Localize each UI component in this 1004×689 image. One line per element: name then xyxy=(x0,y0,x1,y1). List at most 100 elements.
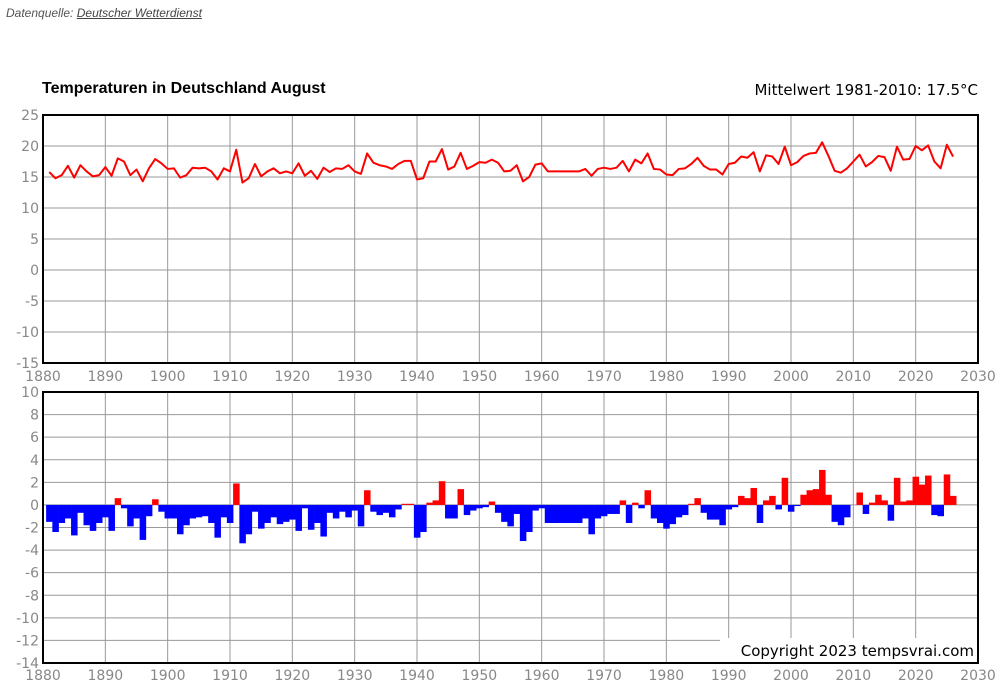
x-tick-label: 1930 xyxy=(337,369,373,385)
plot-frame xyxy=(42,391,979,664)
anomaly-bar xyxy=(893,477,901,505)
anomaly-bar xyxy=(183,504,190,526)
anomaly-bar xyxy=(370,504,377,512)
anomaly-bar xyxy=(675,504,683,518)
y-tick-label: -15 xyxy=(16,356,39,372)
anomaly-bar xyxy=(544,504,552,523)
anomaly-bar xyxy=(582,504,589,519)
anomaly-bar xyxy=(64,504,72,519)
anomaly-bar xyxy=(189,504,197,519)
x-tick-label: 1920 xyxy=(275,668,311,684)
anomaly-bar xyxy=(289,504,296,520)
anomaly-bar xyxy=(787,504,795,512)
x-tick-label: 1950 xyxy=(462,369,498,385)
anomaly-bar xyxy=(694,498,701,505)
y-tick-label: -2 xyxy=(25,521,39,537)
anomaly-bar xyxy=(457,489,465,505)
anomaly-bar xyxy=(395,504,402,510)
anomaly-bar xyxy=(339,504,346,512)
anomaly-bar xyxy=(825,494,832,505)
anomaly-bar xyxy=(526,504,533,533)
anomaly-bar xyxy=(108,504,115,531)
x-tick-label: 1930 xyxy=(337,668,373,684)
anomaly-bar xyxy=(295,504,302,531)
anomaly-bar xyxy=(407,503,415,505)
anomaly-bar xyxy=(663,504,670,529)
y-tick-label: -6 xyxy=(25,566,39,582)
anomaly-bar xyxy=(332,504,340,519)
temperature-line xyxy=(48,141,954,184)
anomaly-bar xyxy=(656,504,664,523)
x-tick-label: 2020 xyxy=(898,369,934,385)
y-tick-label: -10 xyxy=(16,325,39,341)
x-tick-label: 1880 xyxy=(25,369,61,385)
anomaly-bar xyxy=(906,500,913,505)
anomaly-bar xyxy=(613,504,620,514)
anomaly-bar xyxy=(494,504,502,513)
anomaly-bar xyxy=(632,502,639,505)
anomaly-bar xyxy=(158,504,165,512)
y-tick-label: -5 xyxy=(25,294,39,310)
x-tick-label: 1950 xyxy=(462,668,498,684)
anomaly-bar xyxy=(77,504,84,513)
x-tick-label: 2000 xyxy=(773,369,809,385)
y-tick-label: -4 xyxy=(25,543,39,559)
anomaly-bar xyxy=(139,504,147,540)
anomaly-bar xyxy=(638,504,645,509)
anomaly-bar xyxy=(843,504,851,518)
anomaly-bar xyxy=(251,504,259,512)
anomaly-bar xyxy=(71,504,78,536)
x-tick-label: 2030 xyxy=(960,668,996,684)
x-tick-label: 1980 xyxy=(649,668,685,684)
anomaly-bar xyxy=(382,504,390,513)
anomaly-bar xyxy=(432,500,440,505)
anomaly-bar xyxy=(925,475,932,505)
anomaly-bar xyxy=(625,504,633,523)
anomaly-bar xyxy=(856,492,863,505)
x-tick-label: 1960 xyxy=(524,668,560,684)
anomaly-bar xyxy=(226,504,234,523)
x-tick-label: 2030 xyxy=(960,369,996,385)
anomaly-bar xyxy=(781,477,789,505)
anomaly-bar xyxy=(513,504,521,514)
anomaly-bar xyxy=(83,504,91,526)
anomaly-bar xyxy=(208,504,215,523)
x-tick-label: 1890 xyxy=(88,668,124,684)
x-tick-label: 1990 xyxy=(711,668,747,684)
anomaly-bar xyxy=(276,504,284,525)
anomaly-bar xyxy=(794,504,801,507)
anomaly-bar xyxy=(719,504,726,526)
data-source-link[interactable]: Deutscher Wetterdienst xyxy=(76,6,202,20)
anomaly-bar xyxy=(195,504,203,518)
copyright-box xyxy=(720,638,977,662)
anomaly-bar xyxy=(152,499,159,505)
anomaly-bar xyxy=(388,504,396,518)
x-tick-label: 1990 xyxy=(711,369,747,385)
anomaly-bar xyxy=(438,481,446,505)
anomaly-bar xyxy=(594,504,602,519)
y-tick-label: 10 xyxy=(21,201,39,217)
anomaly-bar xyxy=(588,504,595,535)
y-tick-label: -12 xyxy=(16,633,39,649)
x-tick-label: 1890 xyxy=(88,369,124,385)
x-tick-label: 1960 xyxy=(524,369,560,385)
anomaly-bar xyxy=(775,504,782,510)
anomaly-bar xyxy=(233,483,240,505)
y-tick-label: 25 xyxy=(21,108,39,124)
anomaly-bar xyxy=(806,490,814,505)
anomaly-bar xyxy=(762,500,770,505)
anomaly-bar xyxy=(220,504,228,518)
x-tick-label: 1940 xyxy=(399,369,435,385)
anomaly-bar xyxy=(669,504,676,525)
x-tick-label: 1980 xyxy=(649,369,685,385)
anomaly-bar xyxy=(912,476,920,505)
anomaly-bar xyxy=(270,504,278,518)
anomaly-bar xyxy=(600,504,608,517)
anomaly-bar xyxy=(837,504,845,526)
anomaly-bar xyxy=(706,504,714,520)
anomaly-bar xyxy=(519,504,527,542)
y-tick-label: 6 xyxy=(30,430,39,446)
anomaly-bar xyxy=(607,504,614,514)
anomaly-bar xyxy=(943,474,951,505)
